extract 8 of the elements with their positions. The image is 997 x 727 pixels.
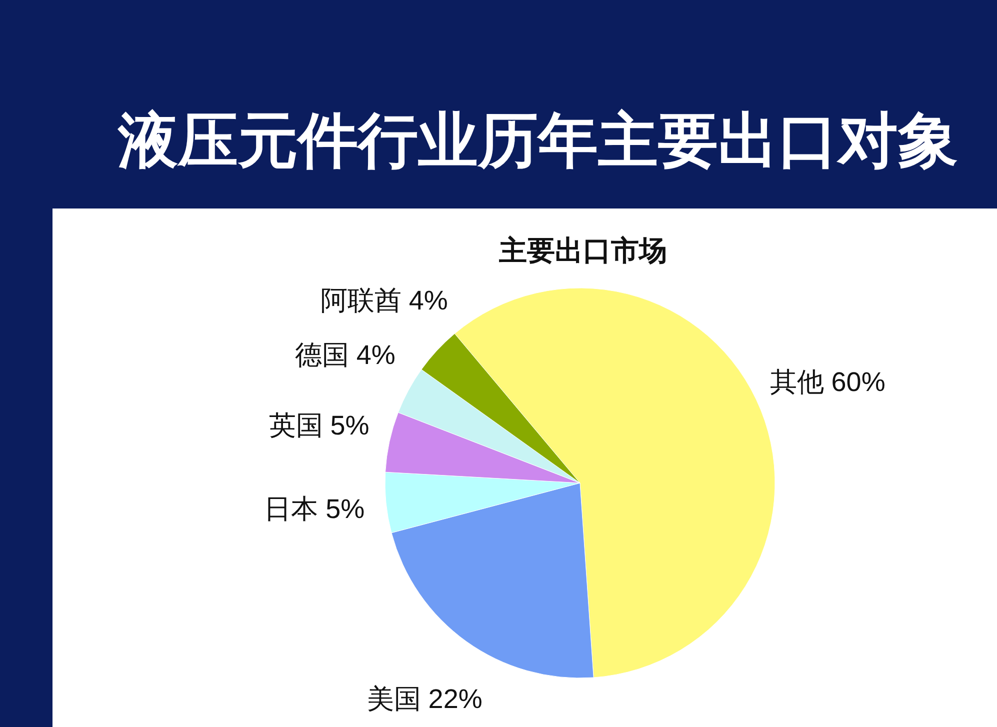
- slice-label: 日本 5%: [264, 494, 365, 524]
- chart-subtitle: 主要出口市场: [498, 235, 667, 266]
- slice-label: 美国 22%: [366, 684, 482, 714]
- slice-label: 阿联酋 4%: [320, 286, 448, 316]
- chart-title: 液压元件行业历年主要出口对象: [117, 107, 958, 174]
- slice-label: 其他 60%: [770, 366, 886, 397]
- slice-label: 德国 4%: [294, 340, 396, 370]
- slice-label: 英国 5%: [268, 410, 370, 441]
